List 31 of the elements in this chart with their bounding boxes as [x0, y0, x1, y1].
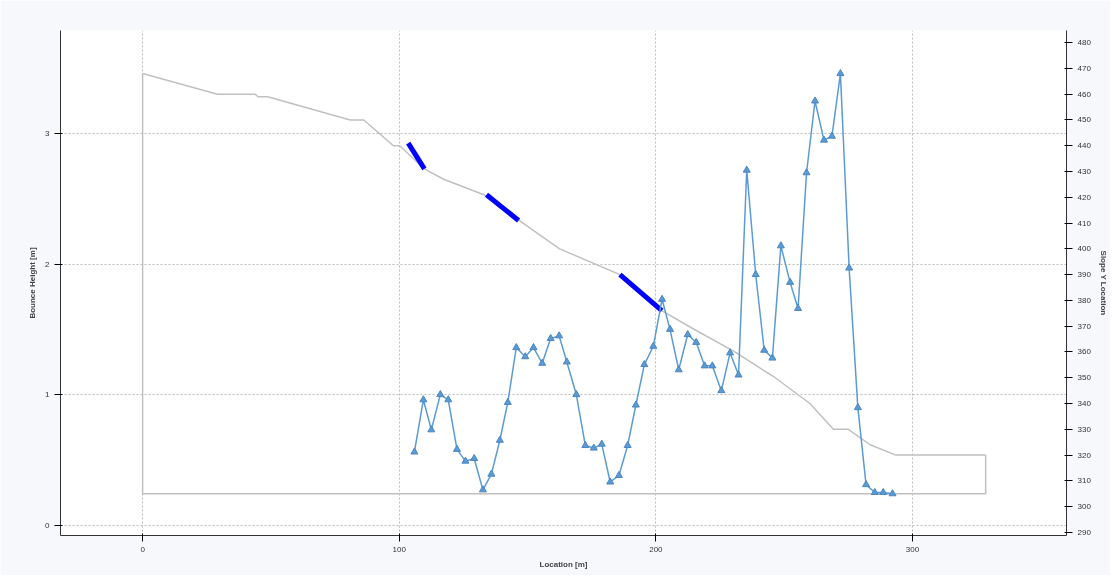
y2-tick-label: 460: [1077, 89, 1092, 99]
x-axis-title: Location [m]: [539, 559, 588, 569]
y2-tick-label: 330: [1077, 424, 1092, 434]
y2-tick-label: 380: [1077, 295, 1092, 305]
x-tick-label: 100: [392, 544, 407, 554]
y2-tick-label: 340: [1077, 399, 1092, 409]
y2-tick-label: 480: [1077, 38, 1092, 48]
y2-tick-label: 290: [1077, 527, 1092, 537]
y2-tick-label: 430: [1077, 167, 1092, 177]
y-tick-label: 3: [45, 129, 51, 139]
y2-tick-label: 310: [1077, 476, 1092, 486]
y2-tick-label: 300: [1077, 502, 1092, 512]
y2-tick-label: 420: [1077, 192, 1092, 202]
y-tick-label: 2: [45, 259, 51, 269]
y2-tick-label: 470: [1077, 63, 1092, 73]
y2-tick-label: 370: [1077, 321, 1092, 331]
y2-tick-label: 410: [1077, 218, 1092, 228]
y2-tick-label: 440: [1077, 141, 1092, 151]
y-tick-label: 0: [45, 520, 51, 530]
x-tick-label: 0: [140, 544, 146, 554]
y2-tick-label: 400: [1077, 244, 1092, 254]
y2-tick-label: 450: [1077, 115, 1092, 125]
y2-tick-label: 390: [1077, 270, 1092, 280]
y2-tick-label: 320: [1077, 450, 1092, 460]
x-tick-label: 300: [905, 544, 920, 554]
y-tick-label: 1: [45, 390, 51, 400]
y2-tick-label: 350: [1077, 373, 1092, 383]
y2-axis-title: Slope Y Location: [1098, 250, 1108, 316]
y2-tick-label: 360: [1077, 347, 1092, 357]
y-axis-title: Bounce Height [m]: [28, 247, 38, 319]
x-tick-label: 200: [649, 544, 664, 554]
